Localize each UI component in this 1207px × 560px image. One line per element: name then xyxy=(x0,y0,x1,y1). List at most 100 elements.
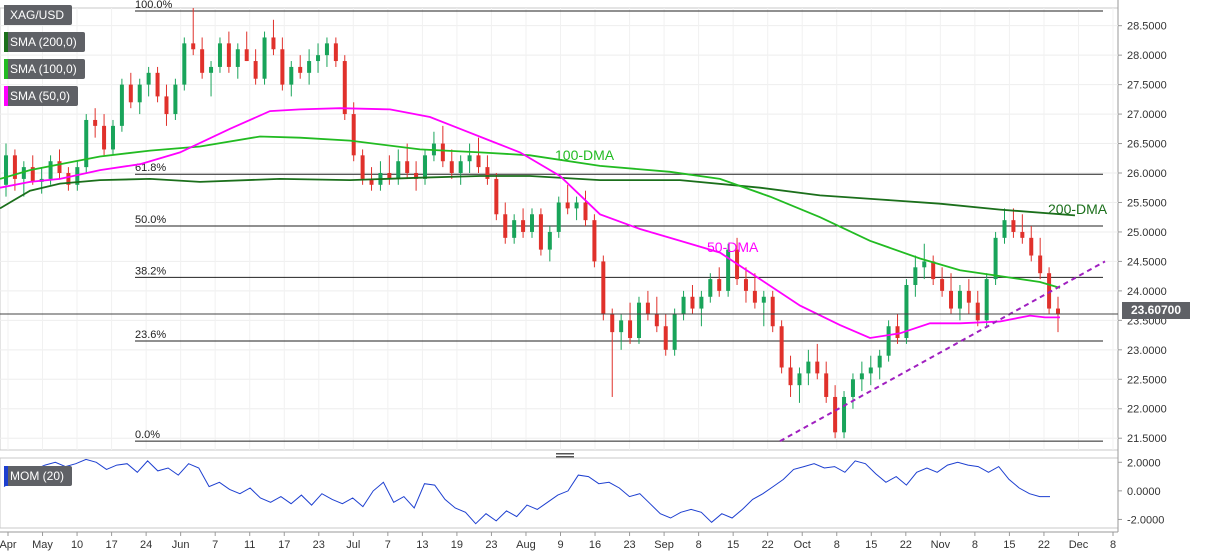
dma-annotation: 200-DMA xyxy=(1048,201,1108,217)
time-tick-label: 8 xyxy=(1110,539,1116,551)
candle-body xyxy=(119,84,124,126)
candle-body xyxy=(57,161,62,174)
fib-level-label: 100.0% xyxy=(135,0,173,11)
candle-body xyxy=(146,72,151,85)
candle-body xyxy=(21,167,26,179)
candle-body xyxy=(485,167,490,179)
candle-body xyxy=(1029,237,1034,256)
pane-splitter-handle xyxy=(556,453,574,455)
candle-body xyxy=(494,178,499,215)
time-tick-label: 13 xyxy=(416,539,428,551)
candle-body xyxy=(280,49,285,85)
candle-body xyxy=(868,367,873,374)
momentum-line xyxy=(3,458,1050,525)
candle-body xyxy=(663,326,668,350)
fib-level-label: 0.0% xyxy=(135,429,160,441)
legend-symbol[interactable]: XAG/USD xyxy=(4,5,73,25)
time-tick-label: 8 xyxy=(972,539,978,551)
price-tick-label: 28.0000 xyxy=(1127,50,1167,62)
candle-body xyxy=(387,173,392,179)
time-tick-label: 10 xyxy=(71,539,83,551)
candle-body xyxy=(137,84,142,103)
legend-momentum[interactable]: MOM (20) xyxy=(4,466,72,486)
candle-body xyxy=(859,373,864,380)
candle-body xyxy=(842,396,847,433)
candle-body xyxy=(360,155,365,179)
candle-body xyxy=(66,173,71,185)
candle-body xyxy=(931,261,936,280)
candle-body xyxy=(824,373,829,397)
sma50-line xyxy=(0,107,1060,339)
candle-body xyxy=(886,326,891,356)
current-price-badge: 23.60700 xyxy=(1122,302,1190,319)
candle-body xyxy=(369,178,374,185)
candle-body xyxy=(467,155,472,162)
sma200-line xyxy=(0,175,1076,217)
price-tick-label: 26.5000 xyxy=(1127,139,1167,151)
time-tick-label: 23 xyxy=(623,539,635,551)
candle-body xyxy=(547,231,552,250)
time-tick-label: 22 xyxy=(1038,539,1050,551)
legend-label: SMA (50,0) xyxy=(10,89,71,103)
legend-sma200[interactable]: SMA (200,0) xyxy=(4,32,85,52)
candle-body xyxy=(530,214,534,232)
candle-body xyxy=(155,72,160,97)
legend-swatch xyxy=(4,466,8,486)
legend-sma50[interactable]: SMA (50,0) xyxy=(4,86,79,106)
candle-body xyxy=(235,49,240,67)
candle-body xyxy=(699,296,704,309)
time-tick-label: 15 xyxy=(865,539,877,551)
time-tick-label: 15 xyxy=(727,539,739,551)
price-axis-bg xyxy=(1118,0,1207,555)
candle-body xyxy=(458,161,463,174)
time-tick-label: Sep xyxy=(654,539,674,551)
candle-body xyxy=(173,84,178,115)
legend-sma100[interactable]: SMA (100,0) xyxy=(4,59,85,79)
time-tick-label: 16 xyxy=(589,539,601,551)
time-tick-label: Nov xyxy=(931,539,951,551)
candle-body xyxy=(191,43,196,50)
candle-body xyxy=(200,49,205,73)
candle-body xyxy=(396,161,401,179)
candle-body xyxy=(601,261,606,315)
candle-body xyxy=(761,296,766,303)
momentum-tick-label: 2.0000 xyxy=(1127,457,1161,469)
time-tick-label: 22 xyxy=(900,539,912,551)
candle-body xyxy=(414,173,419,179)
momentum-tick-label: 0.0000 xyxy=(1127,486,1161,498)
candle-body xyxy=(726,249,731,291)
candle-body xyxy=(164,96,169,115)
candle-body xyxy=(672,314,677,350)
candle-body xyxy=(440,143,445,162)
candle-body xyxy=(128,84,133,103)
fib-level-label: 61.8% xyxy=(135,162,166,174)
candle-body xyxy=(12,155,17,179)
candle-body xyxy=(253,61,258,79)
candle-body xyxy=(289,66,294,85)
time-tick-label: 15 xyxy=(1003,539,1015,551)
legend-label: XAG/USD xyxy=(10,8,65,22)
candle-body xyxy=(1047,273,1052,309)
momentum-tick-label: -2.0000 xyxy=(1127,514,1164,526)
time-tick-label: 24 xyxy=(140,539,152,551)
candle-body xyxy=(583,202,588,221)
candle-body xyxy=(752,290,757,303)
candle-body xyxy=(110,125,115,150)
candle-body xyxy=(503,214,508,238)
candle-body xyxy=(521,220,526,232)
pane-splitter-handle xyxy=(556,456,574,458)
legend-swatch xyxy=(4,32,8,52)
price-tick-label: 22.5000 xyxy=(1127,374,1167,386)
candle-body xyxy=(975,302,980,321)
candle-body xyxy=(405,161,410,174)
time-tick-label: Apr xyxy=(0,539,17,551)
candle-body xyxy=(351,114,356,156)
fib-level-label: 50.0% xyxy=(135,214,166,226)
candle-body xyxy=(342,61,347,115)
price-tick-label: 25.0000 xyxy=(1127,227,1167,239)
legend-label: SMA (100,0) xyxy=(10,62,77,76)
price-tick-label: 27.0000 xyxy=(1127,109,1167,121)
price-tick-label: 24.0000 xyxy=(1127,286,1167,298)
candle-body xyxy=(244,49,249,62)
